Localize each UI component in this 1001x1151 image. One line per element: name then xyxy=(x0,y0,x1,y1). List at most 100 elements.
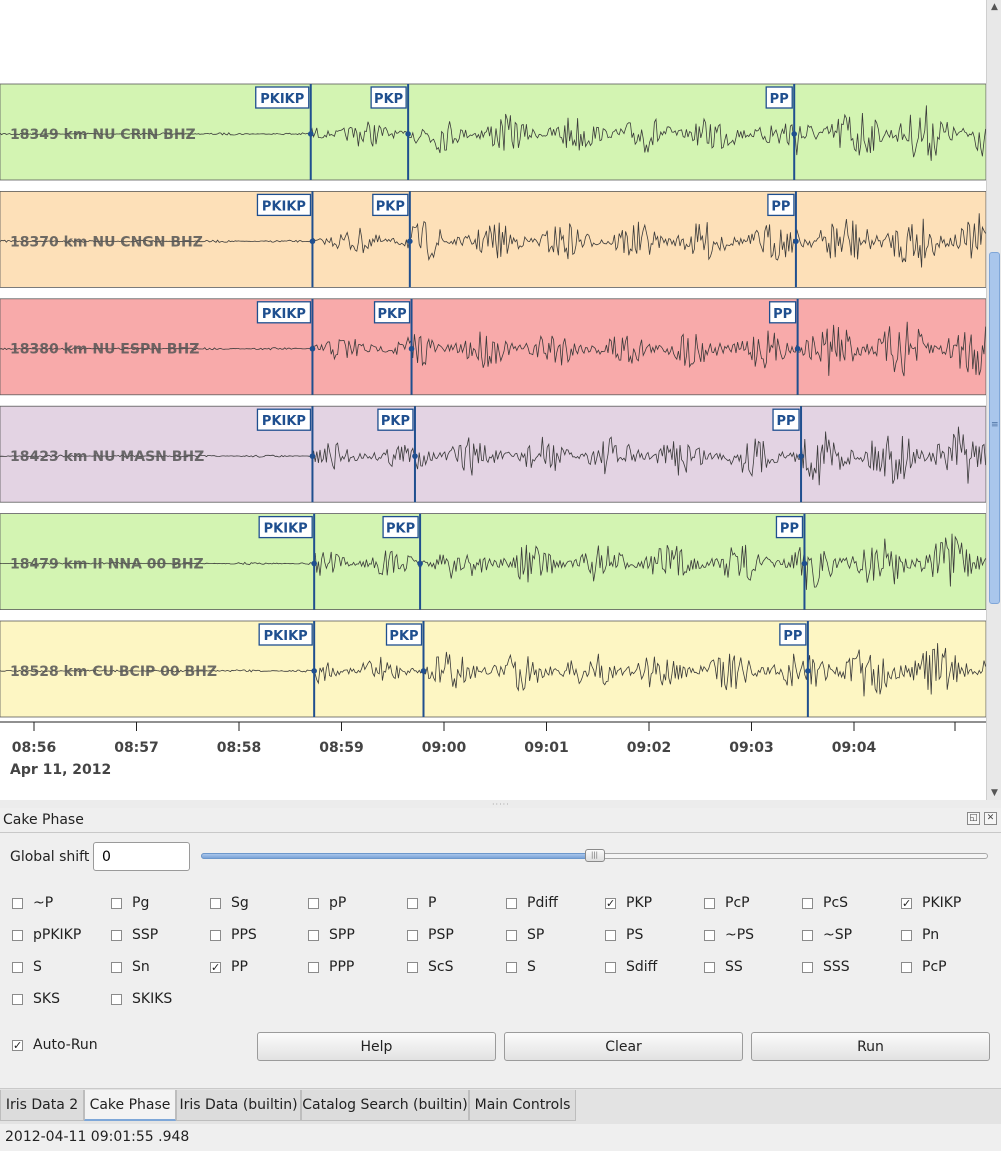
phase-check-icon[interactable] xyxy=(605,929,616,941)
phase-checkbox[interactable]: SSP xyxy=(111,926,158,944)
phase-check-icon[interactable]: ✓ xyxy=(901,896,912,910)
phase-check-icon[interactable] xyxy=(802,897,813,909)
tab-cake-phase[interactable]: Cake Phase xyxy=(84,1090,176,1121)
phase-check-icon[interactable] xyxy=(210,929,221,941)
phase-check-icon[interactable] xyxy=(12,929,23,941)
phase-label-box xyxy=(779,623,807,646)
phase-check-icon[interactable]: ✓ xyxy=(210,960,221,974)
phase-check-icon[interactable] xyxy=(111,961,122,973)
phase-checkbox[interactable]: PcP xyxy=(704,894,750,912)
phase-check-icon[interactable] xyxy=(802,961,813,973)
phase-check-icon[interactable] xyxy=(506,897,517,909)
phase-check-icon[interactable] xyxy=(901,961,912,973)
phase-check-icon[interactable] xyxy=(506,961,517,973)
phase-checkbox[interactable]: SP xyxy=(506,926,544,944)
phase-label: Sg xyxy=(231,895,249,911)
help-button[interactable]: Help xyxy=(257,1032,496,1061)
phase-check-icon[interactable] xyxy=(704,929,715,941)
phase-checkbox[interactable]: ~P xyxy=(12,894,53,912)
phase-check-icon[interactable] xyxy=(506,929,517,941)
phase-checkbox[interactable]: S xyxy=(12,958,42,976)
phase-checkbox[interactable]: ~SP xyxy=(802,926,852,944)
scroll-up-arrow-icon[interactable]: ▲ xyxy=(991,2,998,12)
auto-run-check-icon[interactable]: ✓ xyxy=(12,1038,23,1052)
phase-check-icon[interactable] xyxy=(308,929,319,941)
scrollbar-thumb[interactable]: ≡ xyxy=(989,252,1000,604)
phase-check-icon[interactable] xyxy=(210,897,221,909)
run-button[interactable]: Run xyxy=(751,1032,990,1061)
phase-check-icon[interactable] xyxy=(12,961,23,973)
phase-check-icon[interactable] xyxy=(407,961,418,973)
phase-check-icon[interactable] xyxy=(12,993,23,1005)
slider-handle[interactable]: ||| xyxy=(584,849,605,862)
trace-row[interactable]: 18423 km NU MASN BHZ PKIKP PKP PP xyxy=(0,405,986,503)
phase-checkbox[interactable]: ✓ PP xyxy=(210,958,248,976)
phase-check-icon[interactable] xyxy=(901,929,912,941)
splitter-grip-icon: ····· xyxy=(492,800,510,809)
vertical-scrollbar[interactable]: ▲ ≡ ▼ xyxy=(986,0,1001,800)
phase-check-icon[interactable] xyxy=(308,897,319,909)
phase-checkbox[interactable]: S xyxy=(506,958,536,976)
trace-row[interactable]: 18528 km CU BCIP 00 BHZ PKIKP PKP PP xyxy=(0,620,986,718)
auto-run-checkbox[interactable]: ✓ Auto-Run xyxy=(12,1037,98,1053)
phase-check-icon[interactable] xyxy=(111,929,122,941)
phase-check-icon[interactable] xyxy=(111,993,122,1005)
trace-row[interactable]: 18479 km II NNA 00 BHZ PKIKP PKP PP xyxy=(0,513,986,610)
phase-label: Pn xyxy=(922,927,940,943)
phase-check-icon[interactable] xyxy=(704,897,715,909)
phase-checkbox[interactable]: Pdiff xyxy=(506,894,558,912)
phase-check-icon[interactable]: ✓ xyxy=(605,896,616,910)
phase-checkbox[interactable]: Sg xyxy=(210,894,249,912)
phase-check-icon[interactable] xyxy=(308,961,319,973)
phase-checkbox[interactable]: SSS xyxy=(802,958,850,976)
time-axis-tick-label: 08:59 xyxy=(319,740,364,756)
phase-check-icon[interactable] xyxy=(407,929,418,941)
phase-checkbox[interactable]: pPKIKP xyxy=(12,926,81,944)
trace-viewer[interactable]: 18349 km NU CRIN BHZ PKIKP PKP PP 18370 km N… xyxy=(0,0,986,800)
trace-row[interactable]: 18349 km NU CRIN BHZ PKIKP PKP PP xyxy=(0,83,986,181)
phase-checkbox[interactable]: ✓ PKP xyxy=(605,894,652,912)
close-panel-icon[interactable]: ✕ xyxy=(984,812,997,825)
phase-check-icon[interactable] xyxy=(12,897,23,909)
phase-checkbox[interactable]: PS xyxy=(605,926,643,944)
phase-checkbox[interactable]: SS xyxy=(704,958,743,976)
scroll-down-arrow-icon[interactable]: ▼ xyxy=(991,788,998,798)
phase-checkbox[interactable]: PcP xyxy=(901,958,947,976)
phase-checkbox[interactable]: ScS xyxy=(407,958,453,976)
global-shift-input[interactable] xyxy=(93,842,190,871)
phase-checkbox[interactable]: Pg xyxy=(111,894,149,912)
phase-checkbox[interactable]: PSP xyxy=(407,926,454,944)
phase-checkbox[interactable]: P xyxy=(407,894,436,912)
clear-button[interactable]: Clear xyxy=(504,1032,743,1061)
tab-iris-data-2[interactable]: Iris Data 2 xyxy=(0,1090,84,1121)
trace-row[interactable]: 18370 km NU CNGN BHZ PKIKP PKP PP xyxy=(0,190,986,288)
phase-checkbox[interactable]: Pn xyxy=(901,926,939,944)
phase-check-icon[interactable] xyxy=(407,897,418,909)
phase-checkbox[interactable]: SKIKS xyxy=(111,990,172,1008)
phase-checkbox[interactable]: SPP xyxy=(308,926,355,944)
phase-checkbox[interactable]: Sn xyxy=(111,958,150,976)
phase-check-icon[interactable] xyxy=(111,897,122,909)
phase-checkbox[interactable]: PPS xyxy=(210,926,257,944)
tab-catalog-search-builtin[interactable]: Catalog Search (builtin) xyxy=(301,1090,469,1121)
phase-check-icon[interactable] xyxy=(605,961,616,973)
phase-check-icon[interactable] xyxy=(802,929,813,941)
panel-splitter[interactable]: ····· xyxy=(0,800,1001,809)
trace-row[interactable]: 18380 km NU ESPN BHZ PKIKP PKP PP xyxy=(0,298,986,396)
float-panel-icon[interactable]: ◱ xyxy=(967,812,980,825)
tab-iris-data-builtin[interactable]: Iris Data (builtin) xyxy=(176,1090,301,1121)
phase-checkbox[interactable]: PPP xyxy=(308,958,354,976)
phase-checkbox[interactable]: pP xyxy=(308,894,346,912)
trace-label: 18528 km CU BCIP 00 BHZ xyxy=(10,664,217,680)
phase-checkbox[interactable]: ~PS xyxy=(704,926,754,944)
phase-checkbox[interactable]: ✓ PKIKP xyxy=(901,894,961,912)
phase-checkbox[interactable]: SKS xyxy=(12,990,60,1008)
phase-checkbox[interactable]: PcS xyxy=(802,894,848,912)
phase-check-icon[interactable] xyxy=(704,961,715,973)
slider-fill xyxy=(201,853,595,859)
global-shift-slider[interactable]: ||| xyxy=(201,849,988,862)
phase-label: PKP xyxy=(626,895,653,911)
tab-main-controls[interactable]: Main Controls xyxy=(469,1090,576,1121)
phase-checkbox[interactable]: Sdiff xyxy=(605,958,657,976)
